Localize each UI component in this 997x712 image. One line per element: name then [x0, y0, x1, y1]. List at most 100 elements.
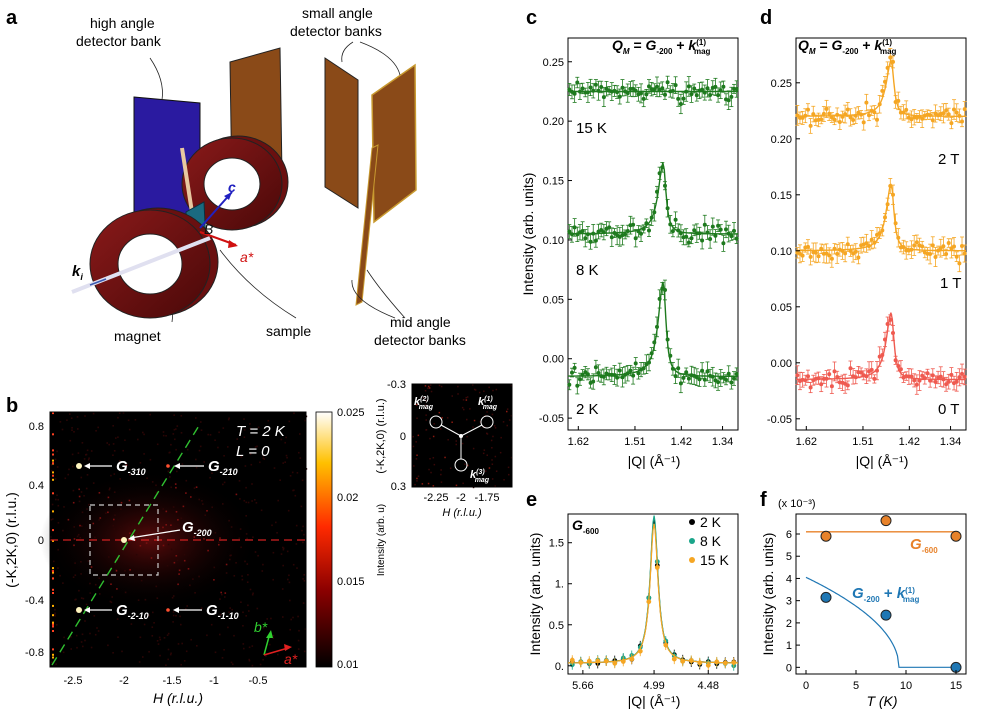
inset-noise-pixel: [495, 388, 498, 391]
data-point: [803, 378, 808, 383]
map-noise-pixel: [259, 461, 261, 464]
map-noise-pixel: [245, 501, 248, 504]
map-noise-pixel: [293, 412, 295, 415]
inset-noise-pixel: [466, 418, 468, 421]
data-point: [623, 232, 628, 237]
x-tick-label: 4.48: [698, 680, 719, 692]
inset-noise-pixel: [425, 414, 427, 416]
label-high-angle-1: high angle: [90, 15, 155, 31]
map-noise-pixel: [180, 663, 182, 666]
inset-noise-pixel: [433, 423, 435, 425]
map-noise-pixel: [72, 501, 75, 504]
data-point: [843, 251, 848, 256]
data-point: [721, 84, 726, 89]
inset-ylabel: (-K,2K,0) (r.l.u.): [375, 398, 387, 473]
data-point: [917, 114, 922, 119]
data-point: [714, 659, 720, 665]
data-point: [946, 379, 951, 384]
data-point: [946, 241, 951, 245]
data-point: [586, 658, 592, 664]
y-tick-label: 0.00: [543, 354, 564, 366]
inset-noise-pixel: [427, 482, 430, 485]
map-noise-pixel: [245, 615, 247, 617]
map-noise-pixel: [162, 544, 165, 547]
map-noise-pixel: [87, 560, 90, 562]
map-noise-pixel: [222, 427, 225, 429]
data-point: [853, 113, 858, 118]
map-noise-pixel: [51, 661, 53, 664]
map-noise-pixel: [298, 629, 300, 632]
map-noise-pixel: [172, 595, 175, 597]
data-point: [803, 113, 808, 118]
map-noise-pixel: [242, 611, 244, 614]
map-noise-pixel: [117, 636, 119, 638]
map-noise-pixel: [148, 614, 150, 617]
data-point: [595, 658, 601, 664]
map-noise-pixel: [84, 639, 86, 642]
map-noise-pixel: [66, 419, 68, 421]
map-edge-pixel: [52, 614, 54, 617]
colorbar-tick-1: 0.02: [337, 492, 358, 504]
map-noise-pixel: [75, 598, 77, 601]
label-g-210: G-210: [208, 458, 238, 477]
map-noise-pixel: [279, 479, 281, 481]
data-point: [824, 376, 829, 381]
data-point: [928, 113, 933, 117]
data-point: [941, 377, 946, 382]
y-tick-label: 0.10: [543, 235, 564, 247]
map-noise-pixel: [124, 439, 126, 441]
map-xtick-2: -1.5: [163, 675, 182, 687]
map-noise-pixel: [240, 546, 242, 549]
map-noise-pixel: [203, 461, 205, 463]
data-point: [636, 371, 641, 376]
data-point: [567, 229, 572, 234]
legend-label-15K: 15 K: [700, 552, 729, 568]
map-noise-pixel: [270, 617, 272, 620]
label-high-angle-2: detector bank: [76, 33, 162, 49]
data-point: [859, 112, 864, 117]
data-point: [578, 660, 584, 665]
data-point: [646, 599, 652, 605]
map-noise-pixel: [209, 434, 212, 436]
map-noise-pixel: [233, 575, 236, 577]
map-noise-pixel: [171, 596, 174, 599]
map-noise-pixel: [297, 639, 300, 642]
map-noise-pixel: [183, 660, 186, 662]
data-point: [572, 365, 577, 370]
data-point: [896, 235, 901, 240]
map-noise-pixel: [62, 529, 64, 532]
map-noise-pixel: [173, 428, 176, 431]
panel-f-y-ticks: 6 5 4 3 2 1 0: [786, 529, 800, 674]
map-edge-pixel: [52, 621, 54, 624]
map-noise-pixel: [143, 453, 145, 455]
inset-noise-pixel: [439, 428, 442, 430]
map-noise-pixel: [85, 603, 88, 606]
map-x-ticks: -2.5 -2 -1.5 -1 -0.5: [64, 675, 268, 687]
inset-noise-pixel: [466, 435, 468, 438]
panel-e-frame: [567, 513, 739, 675]
data-point: [930, 243, 935, 248]
map-noise-pixel: [248, 610, 250, 612]
map-noise-pixel: [109, 600, 112, 603]
map-noise-pixel: [200, 429, 203, 431]
data-point: [670, 229, 675, 234]
map-noise-pixel: [229, 558, 231, 561]
map-noise-pixel: [54, 608, 56, 611]
map-noise-pixel: [129, 569, 131, 571]
map-noise-pixel: [112, 525, 115, 527]
map-noise-pixel: [277, 653, 279, 656]
data-point: [596, 88, 601, 93]
inset-noise-pixel: [417, 434, 420, 437]
map-edge-pixel: [52, 623, 54, 626]
map-noise-pixel: [251, 500, 253, 502]
data-point: [883, 337, 887, 342]
map-noise-pixel: [81, 633, 84, 636]
map-noise-pixel: [244, 465, 247, 467]
map-noise-pixel: [93, 615, 96, 617]
map-noise-pixel: [143, 623, 146, 626]
panel-f-x-ticks: 0 5 10 15: [803, 670, 962, 692]
bstar-arrowhead: [266, 630, 273, 638]
inset-label-k1: k(1) mag: [478, 396, 498, 411]
peak-g-210: [166, 464, 170, 468]
map-noise-pixel: [63, 506, 65, 508]
